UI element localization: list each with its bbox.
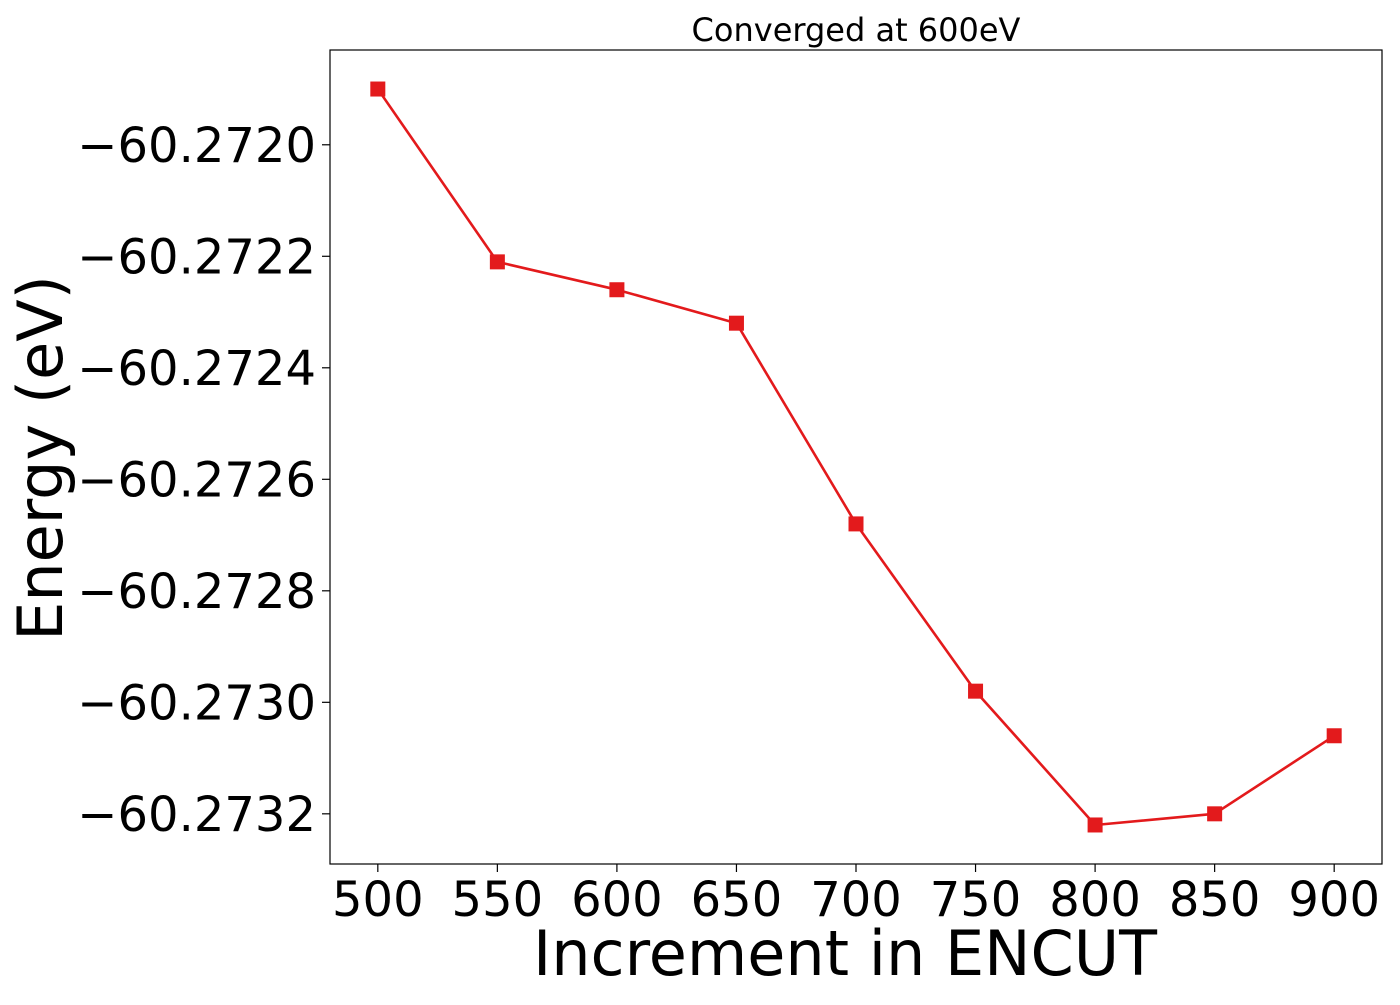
x-tick-label: 900: [1288, 872, 1380, 928]
plot-frame: [329, 49, 1383, 865]
x-tick-label: 650: [691, 872, 783, 928]
y-tick-label: −60.2720: [77, 118, 316, 174]
tick-marks: 500 550 600 650 700 750 800 850 900 −60.2720 −60.2…: [77, 118, 1380, 928]
data-point-marker: [1087, 817, 1103, 833]
series-layer: [370, 81, 1342, 833]
x-tick-label: 800: [1049, 872, 1141, 928]
axes: [329, 49, 1383, 865]
chart-title: Converged at 600eV: [692, 11, 1021, 49]
data-point-marker: [609, 282, 625, 298]
x-axis-label: Increment in ENCUT: [533, 917, 1158, 990]
x-tick-label: 500: [332, 872, 424, 928]
data-point-marker: [728, 315, 744, 331]
x-tick-label: 850: [1169, 872, 1261, 928]
y-tick-label: −60.2728: [77, 564, 316, 620]
y-axis-label: Energy (eV): [4, 275, 77, 641]
data-point-marker: [1326, 728, 1342, 744]
x-tick-label: 550: [452, 872, 544, 928]
x-tick-label: 750: [930, 872, 1022, 928]
y-tick-label: −60.2732: [77, 787, 316, 843]
y-tick-label: −60.2730: [77, 675, 316, 731]
y-tick-label: −60.2726: [77, 452, 316, 508]
data-point-marker: [370, 81, 386, 97]
x-tick-label: 700: [810, 872, 902, 928]
data-point-marker: [489, 254, 505, 270]
data-point-marker: [968, 683, 984, 699]
data-point-marker: [1207, 806, 1223, 822]
y-tick-label: −60.2724: [77, 341, 316, 397]
series-line: [376, 88, 1335, 827]
data-point-marker: [848, 516, 864, 532]
y-tick-label: −60.2722: [77, 229, 316, 285]
x-tick-label: 600: [571, 872, 663, 928]
